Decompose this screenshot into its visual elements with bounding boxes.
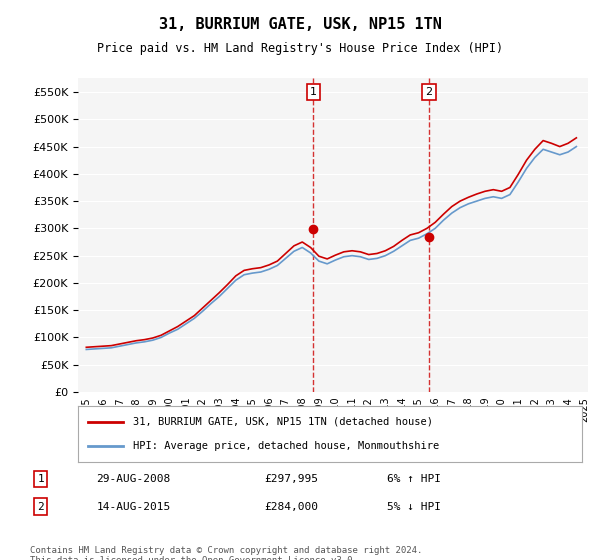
Text: 1: 1	[37, 474, 44, 484]
Text: Price paid vs. HM Land Registry's House Price Index (HPI): Price paid vs. HM Land Registry's House …	[97, 42, 503, 55]
Text: HPI: Average price, detached house, Monmouthshire: HPI: Average price, detached house, Monm…	[133, 441, 440, 451]
Text: 31, BURRIUM GATE, USK, NP15 1TN: 31, BURRIUM GATE, USK, NP15 1TN	[158, 17, 442, 32]
Text: 14-AUG-2015: 14-AUG-2015	[97, 502, 171, 512]
Text: Contains HM Land Registry data © Crown copyright and database right 2024.
This d: Contains HM Land Registry data © Crown c…	[30, 546, 422, 560]
Text: £297,995: £297,995	[264, 474, 318, 484]
Text: 29-AUG-2008: 29-AUG-2008	[97, 474, 171, 484]
Text: 6% ↑ HPI: 6% ↑ HPI	[387, 474, 440, 484]
Text: 31, BURRIUM GATE, USK, NP15 1TN (detached house): 31, BURRIUM GATE, USK, NP15 1TN (detache…	[133, 417, 433, 427]
Text: 2: 2	[37, 502, 44, 512]
Text: 2: 2	[425, 87, 433, 97]
Text: 5% ↓ HPI: 5% ↓ HPI	[387, 502, 440, 512]
Text: £284,000: £284,000	[264, 502, 318, 512]
Text: 1: 1	[310, 87, 317, 97]
